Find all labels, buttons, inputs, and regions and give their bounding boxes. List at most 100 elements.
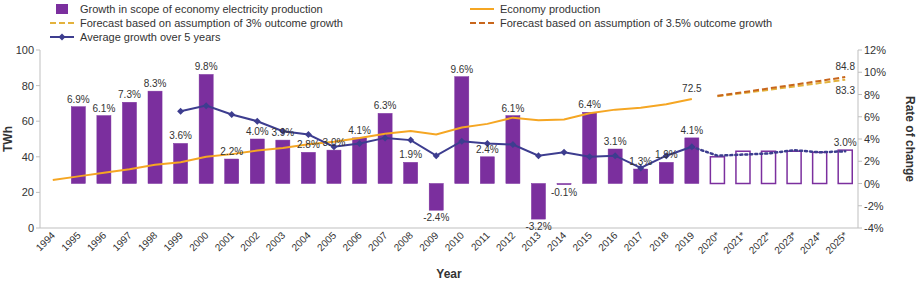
y2-tick-label: 12% xyxy=(864,44,886,56)
x-tick-label: 2015 xyxy=(570,229,594,253)
bar-label: 1.9% xyxy=(655,149,678,160)
y-tick-label: 100 xyxy=(16,44,34,56)
y2-tick xyxy=(858,72,862,73)
y-tick xyxy=(36,121,40,122)
line-label: 72.5 xyxy=(682,83,702,94)
y2-tick xyxy=(858,183,862,184)
line-marker xyxy=(228,111,235,118)
line-marker xyxy=(458,138,465,145)
x-tick-label: 1995 xyxy=(59,229,83,253)
y2-tick-label: 0% xyxy=(864,178,880,190)
y-tick-label: 80 xyxy=(22,80,34,92)
y2-tick-label: 6% xyxy=(864,111,880,123)
chart: 020406080100-4%-2%0%2%4%6%8%10%12%199419… xyxy=(0,0,919,282)
bar xyxy=(327,150,341,183)
x-tick-label: 2019 xyxy=(673,229,697,253)
x-tick-label: 2020* xyxy=(696,230,722,256)
y-tick xyxy=(36,50,40,51)
bar-label: -2.4% xyxy=(423,212,449,223)
bar xyxy=(787,151,801,183)
x-tick-label: 2002 xyxy=(238,229,262,253)
x-tick-label: 1997 xyxy=(110,229,134,253)
bar xyxy=(378,113,392,183)
bar-label: 1.3% xyxy=(629,156,652,167)
bar xyxy=(480,157,494,184)
bar-label: 2.8% xyxy=(297,139,320,150)
bar xyxy=(250,139,264,184)
x-tick-label: 1998 xyxy=(136,229,160,253)
line-marker xyxy=(382,134,389,141)
legend: Growth in scope of economy electricity p… xyxy=(50,3,772,43)
x-tick-label: 2021* xyxy=(721,230,747,256)
x-tick-label: 2016 xyxy=(596,229,620,253)
y2-tick-label: -4% xyxy=(864,222,884,234)
y-tick xyxy=(36,228,40,229)
bar-label: 3.9% xyxy=(271,127,294,138)
y2-axis-title: Rate of change xyxy=(903,96,917,182)
y-tick-label: 0 xyxy=(28,222,34,234)
y-tick xyxy=(36,192,40,193)
line-marker xyxy=(177,108,184,115)
y2-tick xyxy=(858,139,862,140)
legend-marker xyxy=(59,34,66,41)
x-axis-line xyxy=(40,228,858,229)
line-marker xyxy=(407,137,414,144)
x-tick-label: 2005 xyxy=(315,229,339,253)
bar-label: 2.2% xyxy=(220,146,243,157)
x-tick-label: 2003 xyxy=(264,229,288,253)
bar xyxy=(557,184,571,185)
bar-label: 3.0% xyxy=(323,137,346,148)
x-tick-label: 1994 xyxy=(34,229,58,253)
bar xyxy=(404,162,418,183)
bar xyxy=(148,91,162,183)
bar-label: 6.9% xyxy=(67,94,90,105)
bar xyxy=(762,151,776,183)
page: {"chart_data": { "type": "bar", "x_label… xyxy=(0,0,919,282)
x-tick-label: 2000 xyxy=(187,229,211,253)
line-marker xyxy=(356,140,363,147)
y-tick-label: 40 xyxy=(22,151,34,163)
bar-label: 6.1% xyxy=(93,103,116,114)
bar xyxy=(429,184,443,211)
bar xyxy=(301,152,315,183)
bar-label: -3.2% xyxy=(525,221,551,232)
bar xyxy=(71,107,85,184)
bar xyxy=(659,162,673,183)
line-marker xyxy=(612,152,619,159)
legend-label: Economy production xyxy=(500,3,600,15)
bar-label: 4.0% xyxy=(246,126,269,137)
legend-label: Forecast based on assumption of 3.5% out… xyxy=(500,17,772,29)
y2-tick-label: -2% xyxy=(864,200,884,212)
x-tick-label: 1999 xyxy=(161,229,185,253)
y-tick xyxy=(36,85,40,86)
y2-tick xyxy=(858,50,862,51)
line-marker xyxy=(561,149,568,156)
x-tick-label: 2022* xyxy=(747,230,773,256)
line-marker xyxy=(586,153,593,160)
y2-tick xyxy=(858,116,862,117)
x-tick-label: 2017 xyxy=(622,229,646,253)
bar-label: 8.3% xyxy=(144,78,167,89)
x-tick-label: 2001 xyxy=(213,229,237,253)
x-tick-label: 2009 xyxy=(417,229,441,253)
bar xyxy=(455,77,469,184)
y2-tick xyxy=(858,161,862,162)
y-axis-title: TWh xyxy=(1,126,15,152)
x-tick-label: 2014 xyxy=(545,229,569,253)
bar-label: 6.1% xyxy=(502,103,525,114)
line xyxy=(53,99,692,180)
x-tick-label: 2023* xyxy=(772,230,798,256)
plot-area xyxy=(53,74,852,219)
x-tick-label: 2013 xyxy=(519,229,543,253)
x-tick-label: 1996 xyxy=(85,229,109,253)
bar-label: 6.4% xyxy=(578,99,601,110)
bar-label: 3.1% xyxy=(604,136,627,147)
x-tick-label: 2018 xyxy=(647,229,671,253)
bar xyxy=(608,149,622,183)
x-axis-title: Year xyxy=(436,267,462,281)
bar xyxy=(199,74,213,183)
bar-label: 7.3% xyxy=(118,89,141,100)
y2-tick-label: 8% xyxy=(864,89,880,101)
bar-label: 4.1% xyxy=(348,125,371,136)
legend-label: Average growth over 5 years xyxy=(80,31,221,43)
